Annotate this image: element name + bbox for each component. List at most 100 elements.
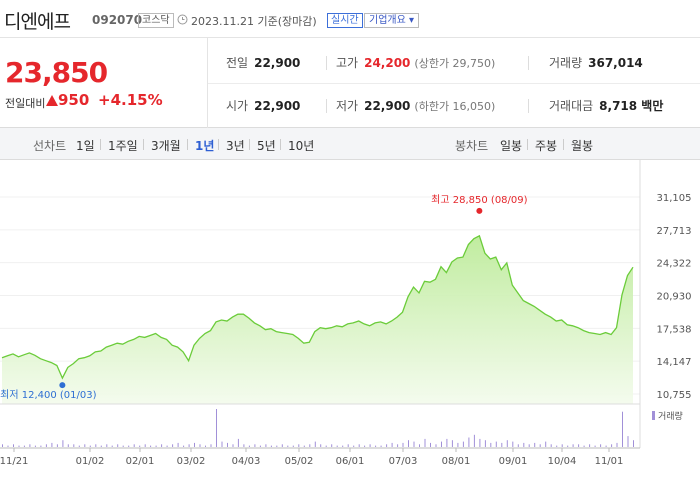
volume-bar: [287, 445, 289, 447]
volume-bar: [177, 442, 179, 447]
date-text: 2023.11.21 기준(장마감): [191, 15, 317, 28]
volume-bar: [627, 436, 629, 447]
market-badge: 코스닥: [138, 13, 174, 28]
volume-bar: [539, 444, 541, 447]
volume-bar: [122, 445, 124, 447]
period-10y[interactable]: 10년: [288, 139, 315, 153]
volume-bar: [545, 441, 547, 447]
volume-bar: [276, 445, 278, 447]
volume-bar: [314, 441, 316, 447]
volume-bar: [45, 444, 47, 447]
volume-bar: [205, 445, 206, 447]
y-tick-label: 10,755: [657, 390, 692, 401]
volume-bar: [89, 445, 91, 447]
candle-weekly[interactable]: 주봉: [535, 139, 558, 153]
high-marker: [476, 207, 483, 214]
candle-monthly[interactable]: 월봉: [571, 139, 594, 153]
volume-bar: [369, 444, 371, 447]
x-tick-label: 02/01: [126, 456, 155, 467]
volume-bar: [161, 444, 163, 447]
x-tick-label: 01/02: [76, 456, 105, 467]
day-low: 저가 22,900 (하한가 16,050): [336, 99, 496, 113]
volume-bar: [473, 434, 475, 447]
volume-bar: [495, 441, 497, 447]
volume-bar: [298, 444, 300, 447]
volume-bar: [616, 442, 618, 447]
price-box: 23,850 전일대비 950 +4.15%: [0, 38, 208, 128]
volume-bar: [435, 444, 437, 447]
company-info-button[interactable]: 기업개요 ▾: [364, 13, 419, 28]
volume-bar: [479, 438, 481, 447]
volume-bar: [462, 441, 464, 447]
candle-chart-label: 봉차트: [455, 139, 489, 153]
volume-bar: [281, 444, 283, 447]
volume-bar: [51, 442, 53, 447]
volume-bar: [523, 442, 525, 447]
volume-bar: [347, 444, 349, 447]
volume-bar: [451, 440, 453, 447]
volume-bar: [430, 442, 431, 447]
volume-bar: [259, 445, 261, 447]
volume-bar: [336, 445, 338, 447]
volume-bar: [633, 440, 634, 447]
period-bar: 선차트 1일 1주일 3개월 1년 3년 5년 10년 봉차트 일봉 주봉 월봉: [0, 128, 700, 160]
stock-header: 디엔에프 092070 코스닥 2023.11.21 기준(장마감) 실시간 기…: [0, 0, 700, 38]
volume-bar: [578, 444, 580, 447]
volume-bar: [490, 442, 492, 447]
volume-bar: [150, 445, 152, 447]
volume-bar: [139, 445, 141, 447]
realtime-button[interactable]: 실시간: [327, 13, 363, 28]
volume-bar: [221, 441, 223, 447]
day-high: 고가 24,200 (상한가 29,750): [336, 56, 496, 70]
volume-bar: [95, 444, 97, 447]
volume-bar: [128, 445, 130, 447]
volume-bar: [600, 444, 602, 447]
low-annotation: 최저 12,400 (01/03): [0, 389, 96, 401]
volume-bar: [232, 444, 234, 447]
volume-bar: [248, 445, 250, 447]
period-5y[interactable]: 5년: [257, 139, 276, 153]
volume-bar: [73, 444, 75, 447]
volume-bar: [556, 445, 558, 447]
volume-bar: [34, 445, 36, 447]
volume-bar: [391, 442, 393, 447]
period-1d[interactable]: 1일: [76, 139, 95, 153]
volume-legend-icon: [652, 411, 655, 420]
volume-bar: [23, 445, 25, 447]
volume-bar: [528, 444, 530, 447]
prev-close: 전일 22,900: [226, 56, 301, 70]
volume-bar: [270, 445, 272, 447]
period-1y[interactable]: 1년: [195, 139, 215, 153]
volume-bar: [611, 444, 613, 447]
volume-bar: [106, 444, 108, 447]
low-marker: [59, 382, 66, 389]
y-tick-label: 31,105: [657, 193, 692, 204]
volume-bar: [605, 445, 607, 447]
volume-bar: [194, 442, 195, 447]
price-chart: 31,105 27,713 24,322 20,930 17,538 14,147 10,7…: [0, 160, 700, 490]
x-tick-label: 08/01: [442, 456, 471, 467]
volume-bar: [402, 442, 404, 447]
volume-bar: [56, 444, 58, 447]
period-3m[interactable]: 3개월: [151, 139, 181, 153]
volume-bar: [589, 444, 591, 447]
volume: 거래량 367,014: [549, 56, 643, 70]
open-price: 시가 22,900: [226, 99, 301, 113]
period-1w[interactable]: 1주일: [108, 139, 138, 153]
volume-bar: [166, 445, 168, 447]
volume-bar: [567, 445, 569, 447]
volume-bar: [188, 444, 190, 447]
trade-amount: 거래대금 8,718 백만: [549, 99, 664, 113]
volume-bar: [29, 444, 31, 447]
volume-bar: [2, 444, 3, 447]
stock-code: 092070: [92, 13, 143, 27]
period-3y[interactable]: 3년: [226, 139, 245, 153]
candle-daily[interactable]: 일봉: [500, 139, 523, 153]
up-arrow-icon: [46, 95, 58, 106]
volume-bar: [237, 438, 239, 447]
current-price: 23,850: [5, 56, 108, 89]
volume-bar: [7, 445, 9, 447]
volume-bar: [375, 445, 377, 447]
volume-bar: [572, 444, 574, 447]
volume-bar: [84, 444, 86, 447]
